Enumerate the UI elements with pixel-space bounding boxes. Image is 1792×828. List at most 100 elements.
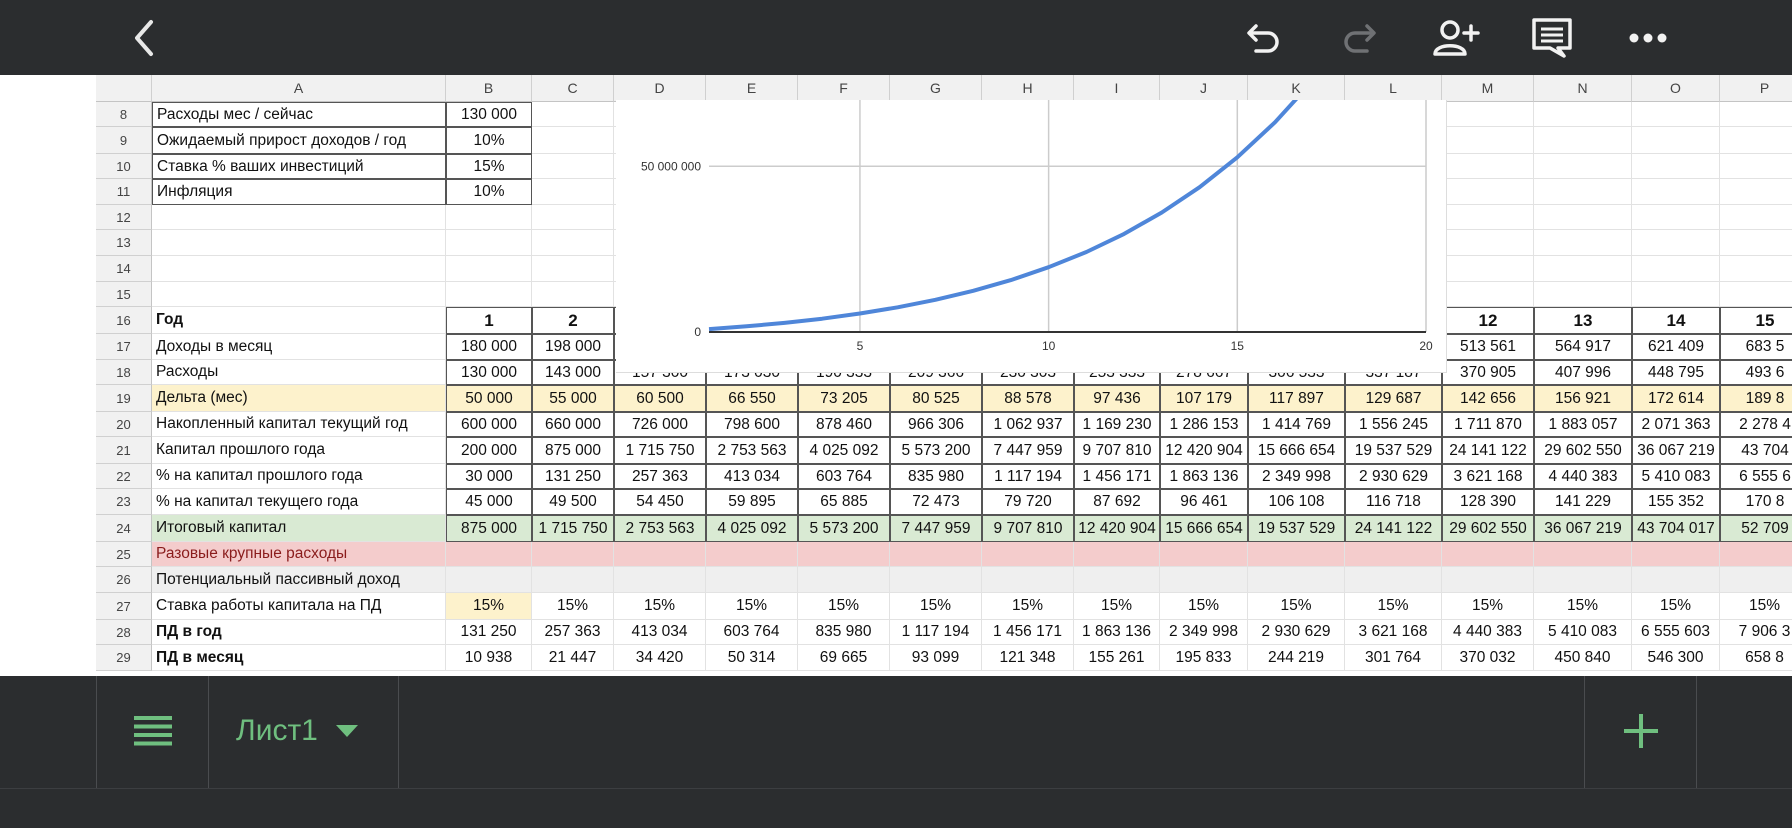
data-cell[interactable]: 79 720 <box>982 489 1074 515</box>
data-cell[interactable] <box>1345 542 1442 567</box>
more-button[interactable] <box>1622 12 1674 64</box>
cell-p13[interactable] <box>1720 230 1792 256</box>
data-cell[interactable]: 96 461 <box>1160 489 1248 515</box>
share-button[interactable] <box>1430 12 1482 64</box>
data-cell[interactable]: 116 718 <box>1345 489 1442 515</box>
data-cell[interactable]: 107 179 <box>1160 385 1248 412</box>
row-label[interactable]: Капитал прошлого года <box>152 437 446 464</box>
data-cell[interactable] <box>614 542 706 567</box>
data-cell[interactable]: 683 5 <box>1720 334 1792 360</box>
data-cell[interactable]: 15% <box>982 593 1074 620</box>
row-header-13[interactable]: 13 <box>96 230 152 256</box>
cell-o10[interactable] <box>1632 154 1720 179</box>
row-header-12[interactable]: 12 <box>96 205 152 230</box>
cell-n14[interactable] <box>1534 256 1632 282</box>
row-label[interactable]: Расходы <box>152 360 446 385</box>
data-cell[interactable]: 50 000 <box>446 385 532 412</box>
data-cell[interactable]: 726 000 <box>614 412 706 437</box>
data-cell[interactable]: 2 930 629 <box>1248 620 1345 645</box>
row-header-26[interactable]: 26 <box>96 567 152 593</box>
row-header-24[interactable]: 24 <box>96 515 152 542</box>
data-cell[interactable]: 55 000 <box>532 385 614 412</box>
data-cell[interactable] <box>1345 567 1442 593</box>
redo-button[interactable] <box>1333 12 1385 64</box>
column-header-a[interactable]: A <box>152 75 446 102</box>
column-header-e[interactable]: E <box>706 75 798 102</box>
data-cell[interactable]: 9 707 810 <box>982 515 1074 542</box>
param-value[interactable]: 130 000 <box>446 102 532 127</box>
param-label[interactable]: Ставка % ваших инвестиций <box>152 154 446 179</box>
cell-m9[interactable] <box>1442 127 1534 154</box>
param-value[interactable]: 15% <box>446 154 532 179</box>
data-cell[interactable] <box>446 542 532 567</box>
cell-a12[interactable] <box>152 205 446 230</box>
cell-o12[interactable] <box>1632 205 1720 230</box>
data-cell[interactable]: 4 025 092 <box>706 515 798 542</box>
column-header-m[interactable]: M <box>1442 75 1534 102</box>
data-cell[interactable]: 621 409 <box>1632 334 1720 360</box>
cell-m14[interactable] <box>1442 256 1534 282</box>
data-cell[interactable]: 141 229 <box>1534 489 1632 515</box>
data-cell[interactable]: 15% <box>614 593 706 620</box>
column-header-i[interactable]: I <box>1074 75 1160 102</box>
row-label[interactable]: Доходы в месяц <box>152 334 446 360</box>
data-cell[interactable] <box>1248 542 1345 567</box>
param-label[interactable]: Инфляция <box>152 179 446 205</box>
data-cell[interactable]: 448 795 <box>1632 360 1720 385</box>
column-header-c[interactable]: C <box>532 75 614 102</box>
cell-p15[interactable] <box>1720 282 1792 307</box>
data-cell[interactable]: 15% <box>890 593 982 620</box>
row-label[interactable]: Разовые крупные расходы <box>152 542 446 567</box>
row-label[interactable]: Ставка работы капитала на ПД <box>152 593 446 620</box>
data-cell[interactable]: 2 930 629 <box>1345 464 1442 489</box>
data-cell[interactable] <box>446 567 532 593</box>
cell-a15[interactable] <box>152 282 446 307</box>
data-cell[interactable]: 131 250 <box>532 464 614 489</box>
data-cell[interactable]: 413 034 <box>614 620 706 645</box>
row-header-19[interactable]: 19 <box>96 385 152 412</box>
cell-c12[interactable] <box>532 205 614 230</box>
data-cell[interactable]: 15% <box>706 593 798 620</box>
data-cell[interactable]: 875 000 <box>446 515 532 542</box>
data-cell[interactable]: 43 704 017 <box>1632 515 1720 542</box>
row-label[interactable]: Дельта (мес) <box>152 385 446 412</box>
data-cell[interactable]: 6 555 603 <box>1632 620 1720 645</box>
data-cell[interactable]: 660 000 <box>532 412 614 437</box>
cell-m11[interactable] <box>1442 179 1534 205</box>
row-header-14[interactable]: 14 <box>96 256 152 282</box>
data-cell[interactable]: 15% <box>1720 593 1792 620</box>
data-cell[interactable]: 93 099 <box>890 645 982 671</box>
row-label[interactable]: % на капитал текущего года <box>152 489 446 515</box>
data-cell[interactable]: 2 349 998 <box>1248 464 1345 489</box>
cell-p9[interactable] <box>1720 127 1792 154</box>
data-cell[interactable]: 546 300 <box>1632 645 1720 671</box>
data-cell[interactable] <box>1632 542 1720 567</box>
data-cell[interactable]: 603 764 <box>706 620 798 645</box>
data-cell[interactable]: 1 711 870 <box>1442 412 1534 437</box>
data-cell[interactable]: 15% <box>1632 593 1720 620</box>
row-header-20[interactable]: 20 <box>96 412 152 437</box>
data-cell[interactable]: 2 278 4 <box>1720 412 1792 437</box>
data-cell[interactable]: 200 000 <box>446 437 532 464</box>
data-cell[interactable]: 87 692 <box>1074 489 1160 515</box>
data-cell[interactable] <box>706 567 798 593</box>
data-cell[interactable]: 49 500 <box>532 489 614 515</box>
data-cell[interactable] <box>1442 542 1534 567</box>
data-cell[interactable]: 1 715 750 <box>614 437 706 464</box>
column-header-n[interactable]: N <box>1534 75 1632 102</box>
data-cell[interactable]: 15 666 654 <box>1248 437 1345 464</box>
row-header-25[interactable]: 25 <box>96 542 152 567</box>
data-cell[interactable] <box>1160 567 1248 593</box>
data-cell[interactable]: 88 578 <box>982 385 1074 412</box>
data-cell[interactable]: 1 286 153 <box>1160 412 1248 437</box>
data-cell[interactable] <box>890 542 982 567</box>
data-cell[interactable]: 21 447 <box>532 645 614 671</box>
column-header-j[interactable]: J <box>1160 75 1248 102</box>
data-cell[interactable] <box>798 542 890 567</box>
cell-c15[interactable] <box>532 282 614 307</box>
row-header-15[interactable]: 15 <box>96 282 152 307</box>
cell-p10[interactable] <box>1720 154 1792 179</box>
cell-c10[interactable] <box>532 154 614 179</box>
data-cell[interactable]: 155 352 <box>1632 489 1720 515</box>
data-cell[interactable]: 128 390 <box>1442 489 1534 515</box>
